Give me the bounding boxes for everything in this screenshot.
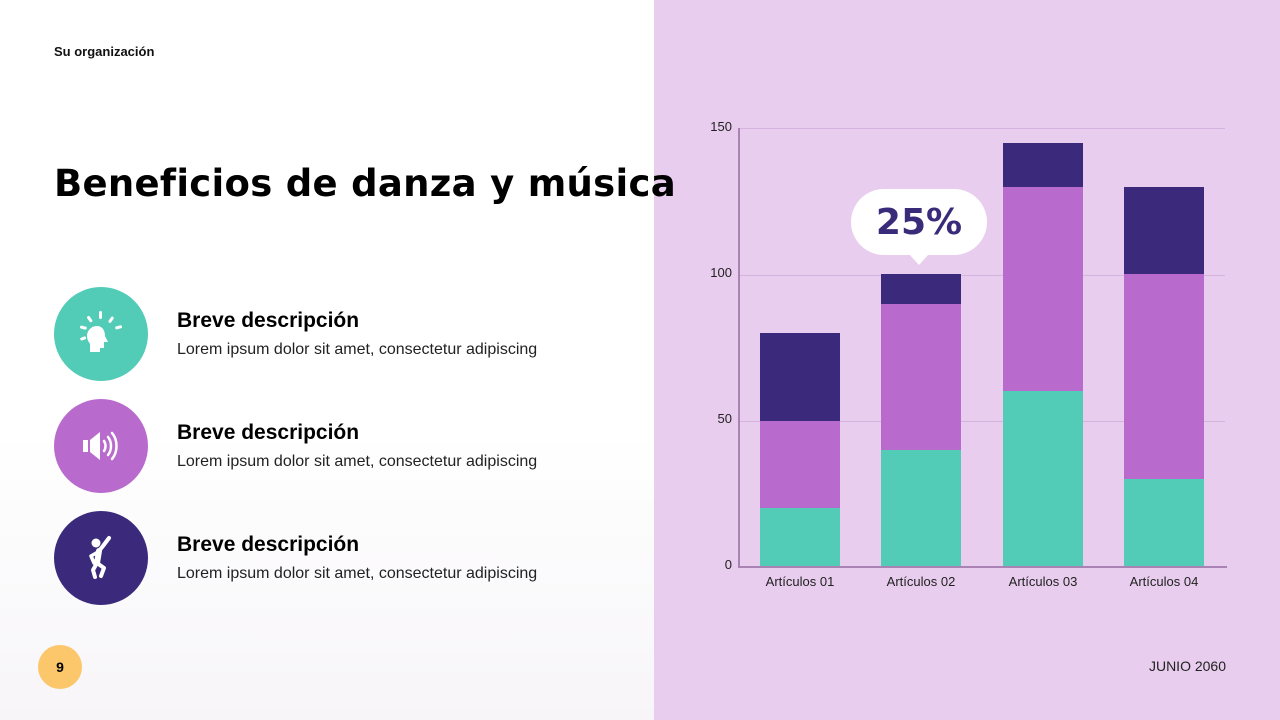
item-heading: Breve descripción (177, 309, 360, 332)
organization-label: Su organización (54, 44, 155, 59)
bar-1 (760, 332, 840, 567)
date-label: JUNIO 2060 (1148, 658, 1226, 674)
bar-segment (1124, 274, 1204, 480)
bar-segment (760, 508, 840, 567)
benefit-item: Breve descripción Lorem ipsum dolor sit … (54, 287, 614, 381)
item-description: Lorem ipsum dolor sit amet, consectetur … (177, 565, 538, 582)
item-heading: Breve descripción (177, 421, 360, 444)
page-number-badge: 9 (38, 645, 82, 689)
y-tick: 100 (710, 265, 732, 280)
x-label: Artículos 02 (886, 574, 956, 589)
bar-segment (1003, 391, 1083, 567)
x-label: Artículos 01 (765, 574, 835, 589)
x-axis (738, 566, 1227, 568)
bar-segment (1124, 479, 1204, 567)
item-heading: Breve descripción (177, 533, 360, 556)
benefit-item: Breve descripción Lorem ipsum dolor sit … (54, 511, 614, 605)
bar-segment (881, 449, 961, 567)
y-tick: 50 (717, 411, 732, 426)
bar-segment (760, 332, 840, 421)
y-axis (738, 128, 740, 568)
bar-segment (881, 303, 961, 450)
head-lightbulb-icon (54, 287, 148, 381)
gridline (738, 128, 1225, 129)
percentage-callout: 25% (851, 189, 987, 265)
bar-2 (881, 274, 961, 567)
x-label: Artículos 04 (1129, 574, 1199, 589)
item-description: Lorem ipsum dolor sit amet, consectetur … (177, 341, 538, 358)
slide-title: Beneficios de danza y música (54, 162, 676, 205)
bar-4 (1124, 186, 1204, 567)
bar-segment (1124, 186, 1204, 275)
bar-3 (1003, 142, 1083, 567)
bar-segment (760, 420, 840, 509)
item-description: Lorem ipsum dolor sit amet, consectetur … (177, 453, 538, 470)
gridline (738, 421, 1225, 422)
x-label: Artículos 03 (1008, 574, 1078, 589)
y-tick: 150 (710, 119, 732, 134)
bar-segment (881, 274, 961, 304)
bar-segment (1003, 142, 1083, 187)
benefit-item: Breve descripción Lorem ipsum dolor sit … (54, 399, 614, 493)
gridline (738, 275, 1225, 276)
bar-segment (1003, 186, 1083, 392)
speaker-icon (54, 399, 148, 493)
y-tick: 0 (724, 557, 732, 572)
dancer-icon (54, 511, 148, 605)
